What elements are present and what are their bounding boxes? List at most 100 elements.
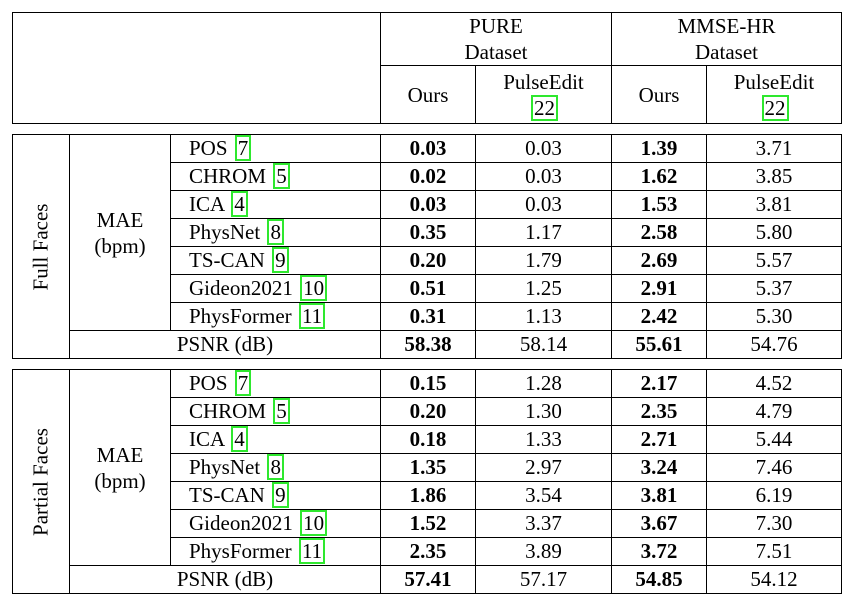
value-cell: 1.79 <box>475 246 612 275</box>
value-cell: 2.17 <box>611 369 707 398</box>
method-name: CHROM 5 <box>170 162 381 191</box>
value-cell: 2.35 <box>611 397 707 426</box>
metric-label: MAE (bpm) <box>69 134 171 331</box>
citation-link[interactable]: 5 <box>273 163 290 189</box>
method-name: Gideon2021 10 <box>170 274 381 303</box>
citation-link[interactable]: 10 <box>300 275 328 301</box>
value-cell: 1.28 <box>475 369 612 398</box>
value-cell: 2.69 <box>611 246 707 275</box>
citation-link[interactable]: 5 <box>273 398 290 424</box>
psnr-value: 58.38 <box>380 330 476 359</box>
citation-link[interactable]: 10 <box>300 510 328 536</box>
citation-link[interactable]: 7 <box>234 135 252 161</box>
value-cell: 1.53 <box>611 190 707 219</box>
citation-link[interactable]: 4 <box>231 191 248 217</box>
table-row: Gideon2021 10 0.51 1.25 2.91 5.37 <box>13 274 842 303</box>
citation-link[interactable]: 7 <box>234 370 252 396</box>
dataset-suffix: Dataset <box>695 40 758 64</box>
section-partial-faces: Partial Faces MAE (bpm) POS 7 0.15 1.28 2.17 4.… <box>12 369 842 594</box>
method-name: CHROM 5 <box>170 397 381 426</box>
dataset-pure-header: PURE Dataset <box>379 12 613 66</box>
col-header-ours: Ours <box>380 65 476 124</box>
value-cell: 5.80 <box>706 218 842 247</box>
value-cell: 1.30 <box>475 397 612 426</box>
dataset-name: MMSE-HR <box>677 14 776 38</box>
method-name: PhysNet 8 <box>170 453 381 482</box>
method-name: Gideon2021 10 <box>170 509 381 538</box>
method-name: POS 7 <box>170 134 381 163</box>
value-cell: 0.35 <box>380 218 476 247</box>
citation-link[interactable]: 9 <box>272 482 289 508</box>
psnr-value: 54.76 <box>706 330 842 359</box>
section-full-faces: Full Faces MAE (bpm) POS 7 0.03 0.03 1.39 3.71 C… <box>12 134 842 359</box>
table-row: TS-CAN 9 0.20 1.79 2.69 5.57 <box>13 246 842 275</box>
table-row: CHROM 5 0.20 1.30 2.35 4.79 <box>13 397 842 426</box>
value-cell: 0.03 <box>380 190 476 219</box>
dataset-name: PURE <box>469 14 523 38</box>
table-row: TS-CAN 9 1.86 3.54 3.81 6.19 <box>13 481 842 510</box>
method-name: PhysFormer 11 <box>170 302 381 331</box>
col-header-pulseedit: PulseEdit 22 <box>474 65 613 124</box>
method-name: TS-CAN 9 <box>170 246 381 275</box>
table-row: PhysFormer 11 0.31 1.13 2.42 5.30 <box>13 302 842 331</box>
value-cell: 1.33 <box>475 425 612 454</box>
value-cell: 0.03 <box>380 134 476 163</box>
group-label: Partial Faces <box>12 369 70 594</box>
value-cell: 0.03 <box>475 162 612 191</box>
value-cell: 3.89 <box>475 537 612 566</box>
value-cell: 0.20 <box>380 397 476 426</box>
table-row: Full Faces MAE (bpm) POS 7 0.03 0.03 1.39 3.71 <box>12 134 842 359</box>
value-cell: 0.20 <box>380 246 476 275</box>
value-cell: 3.85 <box>706 162 842 191</box>
psnr-row: PSNR (dB) 57.41 57.17 54.85 54.12 <box>13 565 842 594</box>
table-row: PhysNet 8 1.35 2.97 3.24 7.46 <box>13 453 842 482</box>
value-cell: 3.71 <box>706 134 842 163</box>
value-cell: 1.13 <box>475 302 612 331</box>
value-cell: 6.19 <box>706 481 842 510</box>
psnr-label: PSNR (dB) <box>69 565 381 594</box>
table-row: PhysFormer 11 2.35 3.89 3.72 7.51 <box>13 537 842 566</box>
value-cell: 3.54 <box>475 481 612 510</box>
value-cell: 3.24 <box>611 453 707 482</box>
results-table: PURE Dataset MMSE-HR Dataset Ours PulseE… <box>12 12 843 594</box>
citation-link[interactable]: 9 <box>272 247 289 273</box>
value-cell: 1.62 <box>611 162 707 191</box>
value-cell: 0.15 <box>380 369 476 398</box>
psnr-value: 57.41 <box>380 565 476 594</box>
method-name: PhysFormer 11 <box>170 537 381 566</box>
value-cell: 1.86 <box>380 481 476 510</box>
citation-link[interactable]: 8 <box>267 454 284 480</box>
psnr-value: 54.12 <box>706 565 842 594</box>
value-cell: 5.44 <box>706 425 842 454</box>
metric-label: MAE (bpm) <box>69 369 171 566</box>
value-cell: 2.35 <box>380 537 476 566</box>
citation-link[interactable]: 11 <box>298 303 326 329</box>
value-cell: 0.51 <box>380 274 476 303</box>
value-cell: 5.57 <box>706 246 842 275</box>
citation-link[interactable]: 22 <box>531 94 558 121</box>
value-cell: 1.35 <box>380 453 476 482</box>
table-header: PURE Dataset MMSE-HR Dataset Ours PulseE… <box>12 12 843 124</box>
value-cell: 0.02 <box>380 162 476 191</box>
value-cell: 2.42 <box>611 302 707 331</box>
citation-link[interactable]: 11 <box>298 538 326 564</box>
value-cell: 4.52 <box>706 369 842 398</box>
value-cell: 3.81 <box>706 190 842 219</box>
psnr-value: 54.85 <box>611 565 707 594</box>
value-cell: 3.72 <box>611 537 707 566</box>
dataset-suffix: Dataset <box>464 40 528 64</box>
value-cell: 0.03 <box>475 190 612 219</box>
value-cell: 7.46 <box>706 453 842 482</box>
value-cell: 2.71 <box>611 425 707 454</box>
group-label: Full Faces <box>12 134 70 359</box>
citation-link[interactable]: 8 <box>267 219 284 245</box>
citation-link[interactable]: 4 <box>231 426 248 452</box>
method-name: ICA 4 <box>170 425 381 454</box>
method-name: TS-CAN 9 <box>170 481 381 510</box>
psnr-value: 58.14 <box>475 330 612 359</box>
value-cell: 0.18 <box>380 425 476 454</box>
method-name: ICA 4 <box>170 190 381 219</box>
value-cell: 7.51 <box>706 537 842 566</box>
citation-link[interactable]: 22 <box>761 94 789 121</box>
value-cell: 1.52 <box>380 509 476 538</box>
